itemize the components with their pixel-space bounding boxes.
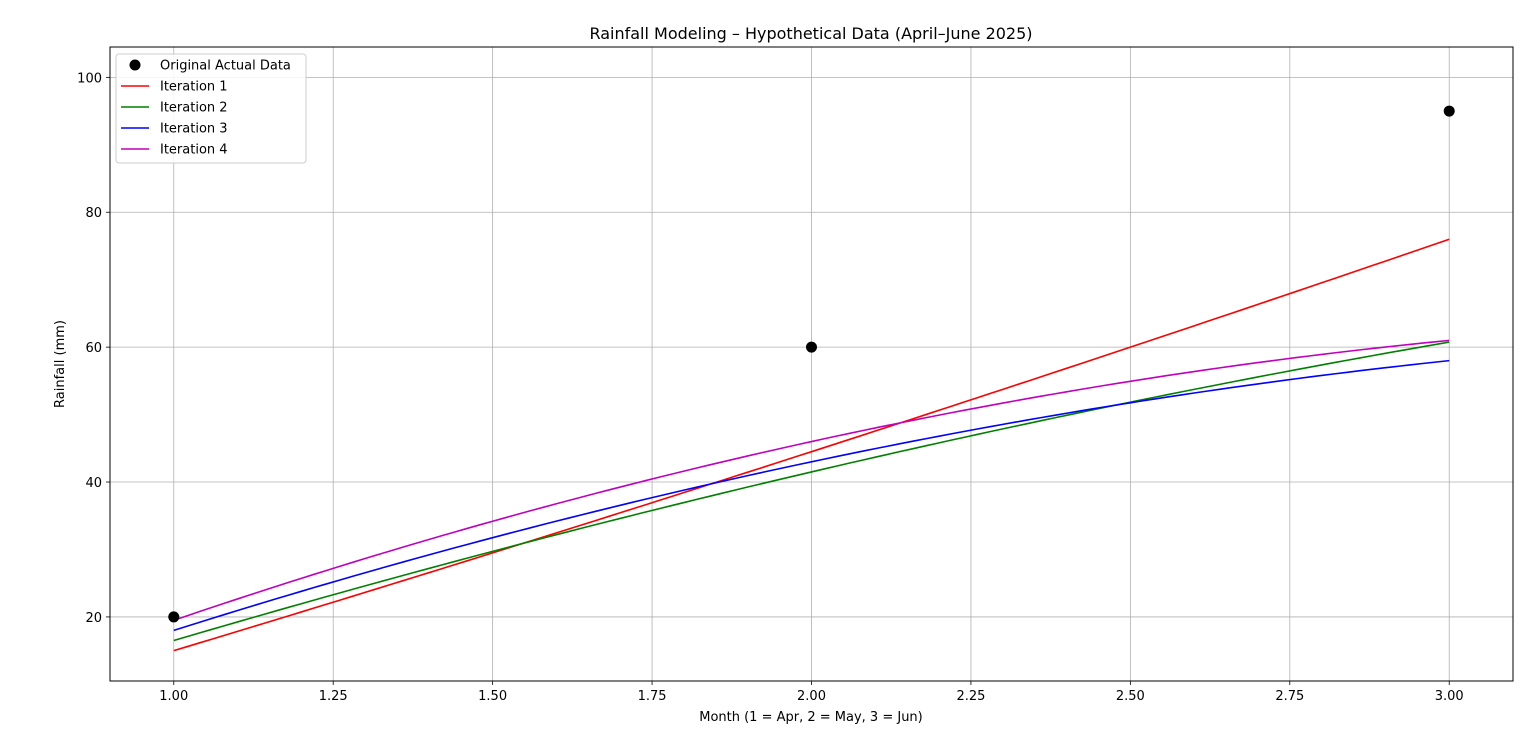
y-tick-label: 80 xyxy=(85,206,102,221)
x-tick-label: 2.00 xyxy=(797,689,826,704)
actual-data-point xyxy=(168,611,180,623)
actual-data-point xyxy=(806,341,817,353)
x-tick-label: 2.50 xyxy=(1116,689,1145,704)
legend-box xyxy=(115,53,307,164)
y-tick-label: 100 xyxy=(77,71,102,86)
chart-title: Rainfall Modeling – Hypothetical Data (A… xyxy=(589,24,1032,43)
series-line-iteration-3 xyxy=(173,359,1450,632)
x-tick-label: 1.00 xyxy=(159,689,188,704)
x-tick-label: 1.75 xyxy=(638,689,667,704)
y-tick-label: 40 xyxy=(85,476,102,491)
y-tick-label: 20 xyxy=(85,611,102,626)
series-line-iteration-2 xyxy=(173,341,1450,642)
legend-label-iteration-1: Iteration 1 xyxy=(160,80,228,95)
legend-marker-original-data xyxy=(129,59,141,71)
x-axis-ticks: 1.00 1.25 1.50 1.75 2.00 2.25 2.50 2.75 3.00 xyxy=(159,681,1464,704)
actual-data-point xyxy=(1443,105,1455,117)
legend: Original Actual Data Iteration 1 Iteration… xyxy=(115,53,307,164)
series-line-iteration-1 xyxy=(173,238,1450,652)
x-tick-label: 2.75 xyxy=(1275,689,1304,704)
legend-label-original-data: Original Actual Data xyxy=(160,59,291,74)
x-axis-label: Month (1 = Apr, 2 = May, 3 = Jun) xyxy=(699,710,923,725)
series-lines xyxy=(173,238,1450,652)
legend-label-iteration-2: Iteration 2 xyxy=(160,101,228,116)
y-tick-label: 60 xyxy=(85,341,102,356)
y-axis-label: Rainfall (mm) xyxy=(53,320,68,408)
grid-lines xyxy=(110,47,1513,681)
legend-label-iteration-4: Iteration 4 xyxy=(160,143,228,158)
x-tick-label: 1.50 xyxy=(478,689,507,704)
x-tick-label: 3.00 xyxy=(1435,689,1464,704)
series-line-iteration-4 xyxy=(173,339,1450,622)
x-tick-label: 1.25 xyxy=(319,689,348,704)
legend-label-iteration-3: Iteration 3 xyxy=(160,122,228,137)
x-tick-label: 2.25 xyxy=(956,689,985,704)
y-axis-ticks: 20 40 60 80 100 xyxy=(77,71,110,626)
data-points xyxy=(168,105,1455,623)
